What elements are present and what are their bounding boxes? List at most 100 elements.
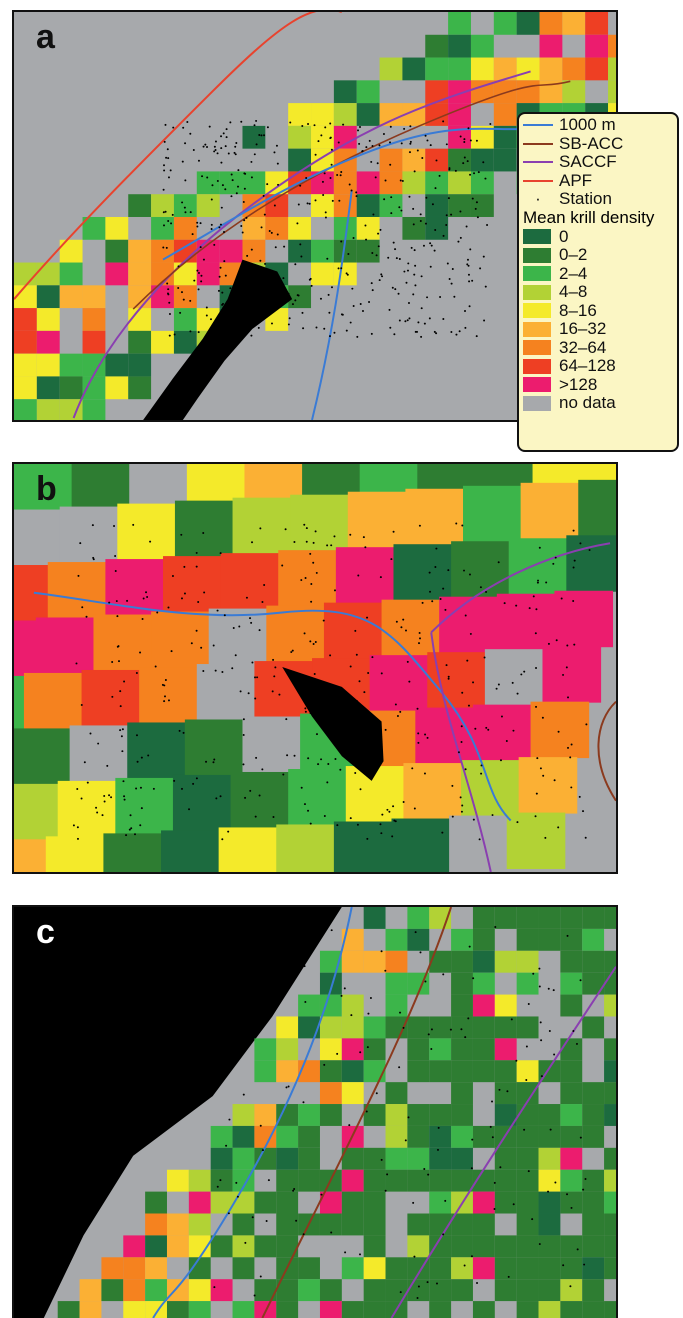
density-cell xyxy=(448,103,471,126)
density-cell xyxy=(494,1060,517,1083)
density-cell xyxy=(582,1169,605,1192)
density-cell xyxy=(145,1279,167,1302)
legend-swatch xyxy=(523,303,551,319)
density-cell xyxy=(57,1301,80,1318)
density-cell xyxy=(82,308,106,331)
density-cell xyxy=(582,1016,605,1039)
density-cell xyxy=(105,376,129,400)
density-cell xyxy=(298,1104,320,1126)
legend-class-label: no data xyxy=(559,393,616,413)
density-cell xyxy=(429,1104,452,1126)
map-c xyxy=(14,907,616,1318)
density-cell xyxy=(188,1257,211,1280)
density-cell xyxy=(82,399,106,420)
density-cell xyxy=(538,1257,561,1280)
map-b xyxy=(14,464,616,872)
density-cell xyxy=(407,928,430,951)
density-cell xyxy=(276,1125,299,1148)
density-cell xyxy=(363,1213,386,1236)
density-cell xyxy=(14,509,61,566)
density-cell xyxy=(210,1279,233,1302)
density-cell xyxy=(363,1191,386,1214)
density-cell xyxy=(14,839,47,872)
density-cell xyxy=(560,1038,583,1061)
density-cell xyxy=(429,1257,452,1280)
density-cell xyxy=(341,1191,364,1214)
density-cell xyxy=(319,1301,342,1318)
density-cell xyxy=(128,330,152,354)
density-cell xyxy=(472,1213,495,1236)
density-cell xyxy=(494,1104,517,1126)
density-cell xyxy=(385,972,408,995)
density-cell xyxy=(341,928,364,951)
density-cell xyxy=(276,1191,299,1214)
density-cell xyxy=(82,376,106,400)
density-cell xyxy=(356,80,380,104)
density-cell xyxy=(379,148,403,172)
panel-label-b: b xyxy=(36,470,57,508)
density-cell xyxy=(604,1104,616,1126)
density-cell xyxy=(560,950,583,973)
density-cell xyxy=(298,1169,320,1192)
density-cell xyxy=(560,1257,583,1280)
density-cell xyxy=(562,12,586,35)
density-cell xyxy=(151,330,174,354)
density-cell xyxy=(232,497,292,555)
density-cell xyxy=(36,399,60,420)
density-cell xyxy=(14,464,73,511)
density-cell xyxy=(604,1257,616,1280)
density-cell xyxy=(319,1038,342,1061)
density-cell xyxy=(232,1125,255,1148)
density-cell xyxy=(356,239,380,263)
density-cell xyxy=(101,1257,124,1280)
density-cell xyxy=(232,1104,255,1126)
density-cell xyxy=(363,950,386,973)
density-cell xyxy=(494,1191,517,1214)
stations-b xyxy=(72,522,591,841)
legend-item-1000m: 1000 m xyxy=(523,116,673,135)
density-cell xyxy=(151,611,210,668)
density-cell xyxy=(385,1147,408,1170)
density-cell xyxy=(493,125,517,149)
density-cell xyxy=(472,1257,495,1280)
density-cell xyxy=(379,103,403,126)
density-cell xyxy=(608,57,616,81)
density-cell xyxy=(288,148,312,172)
density-cell xyxy=(472,704,532,762)
density-cell xyxy=(333,171,357,195)
density-cell xyxy=(173,285,197,309)
density-cell xyxy=(604,1060,616,1083)
density-cell xyxy=(403,763,463,820)
density-cell xyxy=(494,1016,517,1039)
density-cell xyxy=(407,1125,430,1148)
legend-swatch xyxy=(523,321,551,337)
density-cell xyxy=(145,1213,167,1236)
density-cell xyxy=(127,722,186,779)
density-cell xyxy=(45,836,105,872)
density-cell xyxy=(14,675,25,733)
density-cell xyxy=(516,1060,539,1083)
landmass-a xyxy=(143,259,293,420)
density-cell xyxy=(123,1301,146,1318)
density-cell xyxy=(319,1082,342,1105)
density-cell xyxy=(363,1016,386,1039)
density-cell xyxy=(542,646,602,703)
legend-class-7: 64–128 xyxy=(523,357,673,376)
density-cell xyxy=(173,308,197,331)
density-cell xyxy=(59,506,119,564)
density-cell xyxy=(288,216,312,240)
density-cell xyxy=(105,216,129,240)
density-cell xyxy=(516,12,540,35)
density-cell xyxy=(319,1191,342,1214)
density-cell xyxy=(265,171,289,195)
density-cell xyxy=(451,994,473,1017)
density-cell xyxy=(82,353,106,377)
legend-class-label: 64–128 xyxy=(559,356,616,376)
density-cell xyxy=(538,1169,561,1192)
density-cell xyxy=(560,1060,583,1083)
density-cell xyxy=(494,1235,517,1258)
panel-label-a: a xyxy=(36,18,55,56)
density-cell xyxy=(472,1125,495,1148)
density-cell xyxy=(516,950,539,973)
density-cell xyxy=(472,1235,495,1258)
